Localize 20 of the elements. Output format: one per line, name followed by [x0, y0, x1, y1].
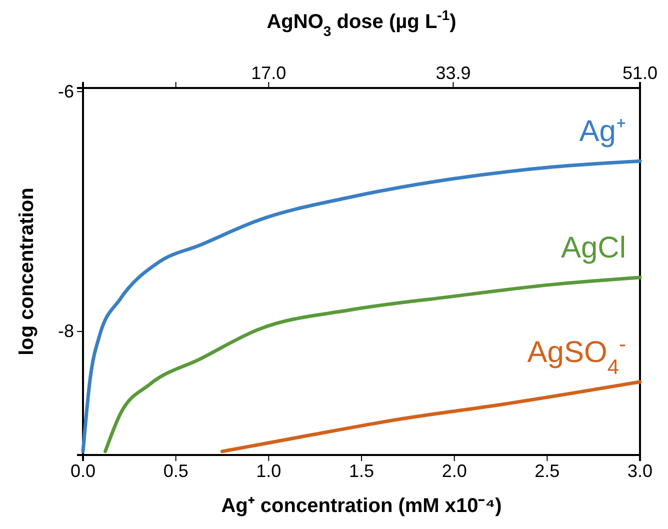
y-axis-title: log concentration	[16, 188, 38, 356]
x2-axis-title: AgNO$_{3}$ dose (µg L$^{-1}$)	[266, 7, 456, 39]
x-tick-label: 3.0	[627, 460, 653, 481]
y-tick-label: -6	[58, 81, 74, 102]
line-series	[104, 276, 642, 454]
x-tick-label: 1.5	[348, 460, 374, 481]
x-tick-label: 1.0	[256, 460, 282, 481]
x-tick-label: 0.0	[70, 460, 96, 481]
x-tick-label: 2.0	[442, 460, 467, 481]
x-tick-label: 2.5	[534, 460, 560, 481]
x2-tick-label: 33.9	[436, 63, 471, 83]
series-label: Ag⁺	[579, 115, 626, 148]
y-tick-label: -8	[58, 321, 74, 342]
x-tick-label: 0.5	[163, 460, 188, 481]
series-label: AgCl	[560, 231, 626, 264]
line-series	[81, 159, 642, 454]
x-axis-title: Ag⁺ concentration (mM x10⁻⁴)	[221, 495, 502, 517]
x2-tick-label: 17.0	[251, 63, 286, 83]
x2-tick-label: 51.0	[622, 63, 658, 83]
line-series	[220, 380, 642, 454]
